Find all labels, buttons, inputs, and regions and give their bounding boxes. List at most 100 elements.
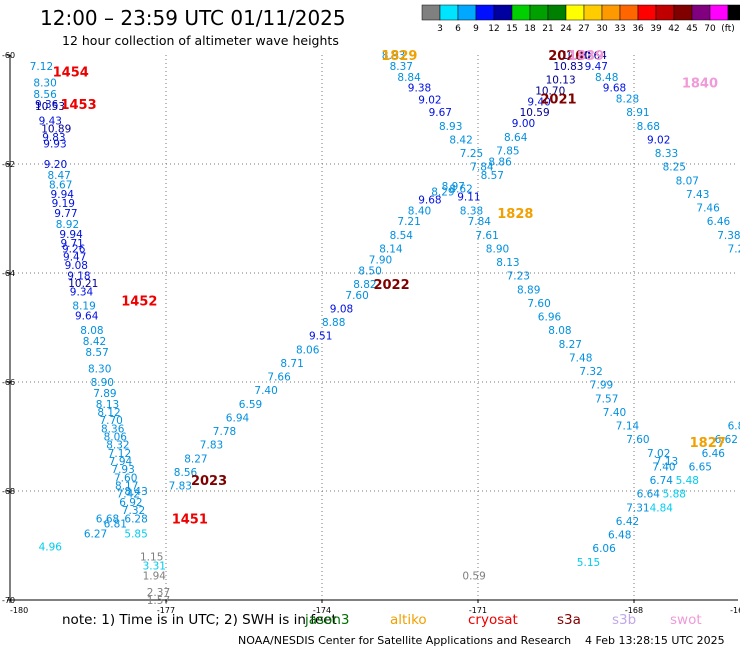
wave-height-point: 8.29: [431, 186, 454, 198]
colorbar-tick-label: 18: [524, 24, 536, 34]
colorbar-swatch: [421, 4, 441, 21]
wave-height-point: 7.60: [527, 298, 550, 310]
wave-height-point: 10.21: [68, 278, 98, 290]
wave-height-point: 7.31: [626, 502, 649, 514]
wave-height-point: 8.37: [390, 61, 413, 73]
wave-height-point: 7.93: [111, 464, 134, 476]
pass-time-label: 1451: [172, 512, 208, 527]
y-tick-label: -64: [2, 269, 15, 278]
wave-height-point: 8.40: [408, 205, 431, 217]
y-tick-label: -68: [2, 487, 15, 496]
wave-height-point: 9.47: [585, 61, 608, 73]
wave-height-point: 9.47: [63, 252, 86, 264]
x-tick-label: -180: [10, 606, 28, 615]
wave-height-point: 10.59: [520, 107, 550, 119]
chart-title: 12:00 – 23:59 UTC 01/11/2025: [40, 6, 346, 30]
wave-height-point: 9.43: [39, 115, 62, 127]
wave-height-point: 6.42: [616, 516, 639, 528]
wave-height-point: 7.40: [652, 461, 675, 473]
wave-height-point: 7.32: [122, 505, 145, 517]
legend-altiko: altiko: [390, 612, 427, 628]
wave-height-point: 8.86: [488, 156, 512, 168]
colorbar-tick-label: 33: [614, 24, 625, 34]
wave-height-point: 5.48: [676, 475, 699, 487]
colorbar-swatch: [565, 4, 585, 21]
wave-height-point: 8.08: [548, 325, 571, 337]
footer-timestamp: 4 Feb 13:28:15 UTC 2025: [585, 634, 725, 647]
colorbar-swatch: [583, 4, 603, 21]
wave-height-point: 7.48: [569, 352, 592, 364]
wave-height-point: 9.36: [35, 99, 59, 111]
colorbar-tick-label: 42: [668, 24, 679, 34]
x-tick-label: -177: [157, 606, 175, 615]
colorbar-tick-label: 6: [455, 24, 461, 34]
wave-height-point: 9.02: [418, 95, 441, 107]
wave-height-point: 4.84: [650, 502, 674, 514]
wave-height-point: 7.46: [696, 203, 720, 215]
wave-height-point: 6.27: [84, 529, 107, 541]
x-tick-label: -174: [313, 606, 331, 615]
wave-height-point: 7.40: [254, 385, 277, 397]
y-tick-label: -60: [2, 51, 15, 60]
x-tick-label: -16: [730, 606, 740, 615]
legend-jason3: jason3: [305, 612, 350, 628]
wave-height-point: 6.59: [239, 399, 262, 411]
wave-height-point: 9.08: [65, 260, 88, 272]
colorbar-tick-label: 36: [632, 24, 644, 34]
wave-height-point: 7.70: [99, 415, 122, 427]
wave-height-point: 8.38: [460, 205, 483, 217]
legend-cryosat: cryosat: [468, 612, 518, 628]
chart-subtitle: 12 hour collection of altimeter wave hei…: [62, 33, 339, 48]
wave-height-point: 8.56: [33, 89, 57, 101]
wave-height-point: 8.33: [655, 148, 678, 160]
wave-height-point: 7.38: [717, 230, 740, 242]
colorbar-tick-label: 21: [542, 24, 553, 34]
wave-height-point: 7.60: [626, 434, 649, 446]
wave-height-point: 7.99: [590, 380, 613, 392]
pass-time-label: 1839: [568, 49, 604, 64]
wave-height-point: 7.12: [30, 61, 53, 73]
wave-height-point: 8.36: [101, 423, 125, 435]
wave-height-point: 8.56: [174, 467, 198, 479]
wave-height-point: 6.81: [104, 519, 127, 531]
wave-height-point: 6.28: [124, 513, 147, 525]
wave-height-point: 7.24: [728, 243, 740, 255]
wave-height-point: 7.85: [496, 145, 519, 157]
wave-height-point: 8.42: [449, 134, 472, 146]
colorbar-swatch: [547, 4, 567, 21]
wave-height-point: 8.30: [33, 77, 56, 89]
wave-height-point: 8.64: [504, 132, 528, 144]
wave-height-point: 8.71: [280, 358, 303, 370]
wave-height-point: 8.17: [115, 481, 138, 493]
colorbar-swatch: [439, 4, 459, 21]
pass-time-label: 1840: [682, 76, 718, 91]
wave-height-point: 7.84: [468, 216, 492, 228]
colorbar-tick-label: 45: [686, 24, 697, 34]
wave-height-point: 8.13: [496, 257, 519, 269]
colorbar-swatch: [457, 4, 477, 21]
legend-swot: swot: [670, 612, 702, 628]
wave-height-point: 9.08: [330, 303, 353, 315]
wave-height-point: 8.30: [88, 363, 111, 375]
wave-height-point: 9.19: [52, 198, 75, 210]
legend-s3a: s3a: [557, 612, 581, 628]
wave-height-point: 7.89: [93, 388, 116, 400]
wave-height-point: 9.83: [42, 132, 65, 144]
wave-height-point: 9.68: [603, 83, 626, 95]
wave-height-point: 7.57: [595, 393, 618, 405]
wave-height-point: 9.18: [67, 271, 90, 283]
wave-height-point: 5.88: [663, 489, 686, 501]
wave-height-point: 8.06: [296, 344, 320, 356]
wave-height-point: 7.13: [655, 456, 678, 468]
colorbar-tick-label: 27: [578, 24, 589, 34]
wave-height-point: 8.19: [72, 301, 95, 313]
wave-height-point: 8.57: [85, 347, 108, 359]
wave-height-point: 9.38: [408, 83, 431, 95]
pass-time-label: 1829: [381, 49, 417, 64]
wave-height-point: 10.10: [561, 50, 591, 62]
wave-height-point: 7.23: [507, 271, 530, 283]
wave-height-point: 8.27: [184, 453, 207, 465]
wave-height-point: 8.91: [626, 107, 649, 119]
pass-time-label: 1827: [690, 436, 726, 451]
